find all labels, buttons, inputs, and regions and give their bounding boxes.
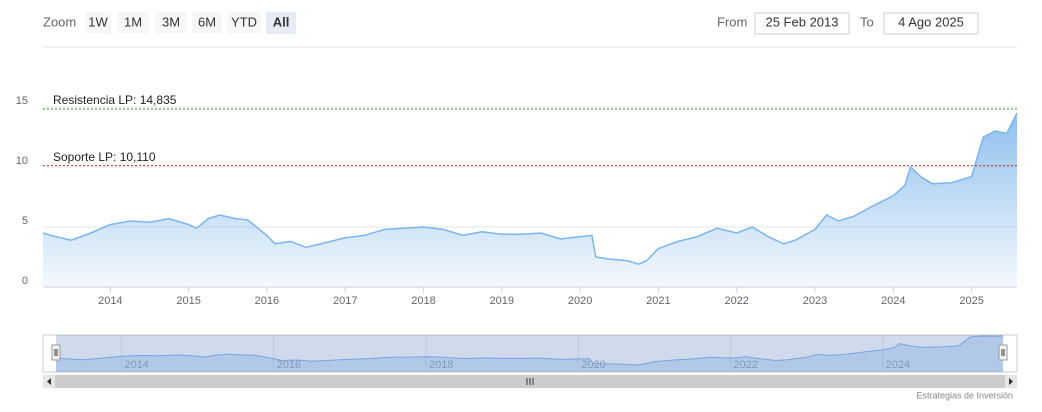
range-button-label[interactable]: YTD [231, 14, 257, 29]
range-button[interactable] [266, 12, 296, 34]
arrow-right [1009, 378, 1013, 385]
range-button[interactable] [85, 12, 111, 34]
from-label: From [717, 14, 747, 29]
range-button-label[interactable]: 3M [162, 14, 180, 29]
range-button-label[interactable]: 6M [198, 14, 216, 29]
arrow-left [47, 378, 51, 385]
x-tick-label: 2018 [411, 295, 435, 307]
y-tick-label: 10 [16, 155, 28, 167]
to-input[interactable] [883, 12, 979, 35]
range-button[interactable] [192, 12, 222, 34]
navigator-area [56, 336, 1003, 372]
from-input[interactable] [754, 12, 850, 35]
navigator-line [55, 335, 1004, 366]
x-tick-label: 2016 [255, 295, 279, 307]
navigator-handle[interactable] [998, 344, 1008, 361]
range-button[interactable] [117, 12, 149, 34]
plot-line-label: Soporte LP: 10,110 [53, 150, 156, 164]
plot-line-label: Resistencia LP: 14,835 [53, 93, 177, 107]
x-tick-label: 2025 [959, 295, 983, 307]
y-tick-label: 5 [22, 215, 28, 227]
navigator-tick-label: 2014 [124, 359, 148, 371]
to-value[interactable]: 4 Ago 2025 [898, 14, 964, 29]
range-button[interactable] [227, 12, 261, 34]
x-tick-label: 2017 [333, 295, 357, 307]
navigator-tick-label: 2016 [277, 359, 301, 371]
x-tick-label: 2021 [646, 295, 670, 307]
area-fill [43, 113, 1017, 287]
from-value[interactable]: 25 Feb 2013 [765, 14, 838, 29]
navigator-tick-label: 2020 [581, 359, 605, 371]
x-tick-label: 2019 [490, 295, 514, 307]
range-button-label[interactable]: 1W [88, 14, 108, 29]
range-button-label[interactable]: 1M [124, 14, 142, 29]
navigator-tick-label: 2022 [733, 359, 757, 371]
credits: Estrategias de Inversión [916, 390, 1013, 400]
range-button[interactable] [155, 12, 187, 34]
navigator-tick-label: 2024 [886, 359, 910, 371]
y-tick-label: 15 [16, 95, 28, 107]
y-tick-label: 0 [22, 275, 28, 287]
x-tick-label: 2022 [724, 295, 748, 307]
x-tick-label: 2014 [98, 295, 122, 307]
navigator-handle[interactable] [51, 344, 61, 361]
zoom-label: Zoom [43, 14, 76, 29]
price-line [42, 112, 1018, 266]
x-tick-label: 2023 [803, 295, 827, 307]
to-label: To [860, 14, 874, 29]
navigator-mask [56, 335, 1003, 372]
range-button-label[interactable]: All [273, 14, 290, 29]
x-tick-label: 2020 [568, 295, 592, 307]
x-tick-label: 2015 [176, 295, 200, 307]
navigator-tick-label: 2018 [429, 359, 453, 371]
x-tick-label: 2024 [881, 295, 905, 307]
